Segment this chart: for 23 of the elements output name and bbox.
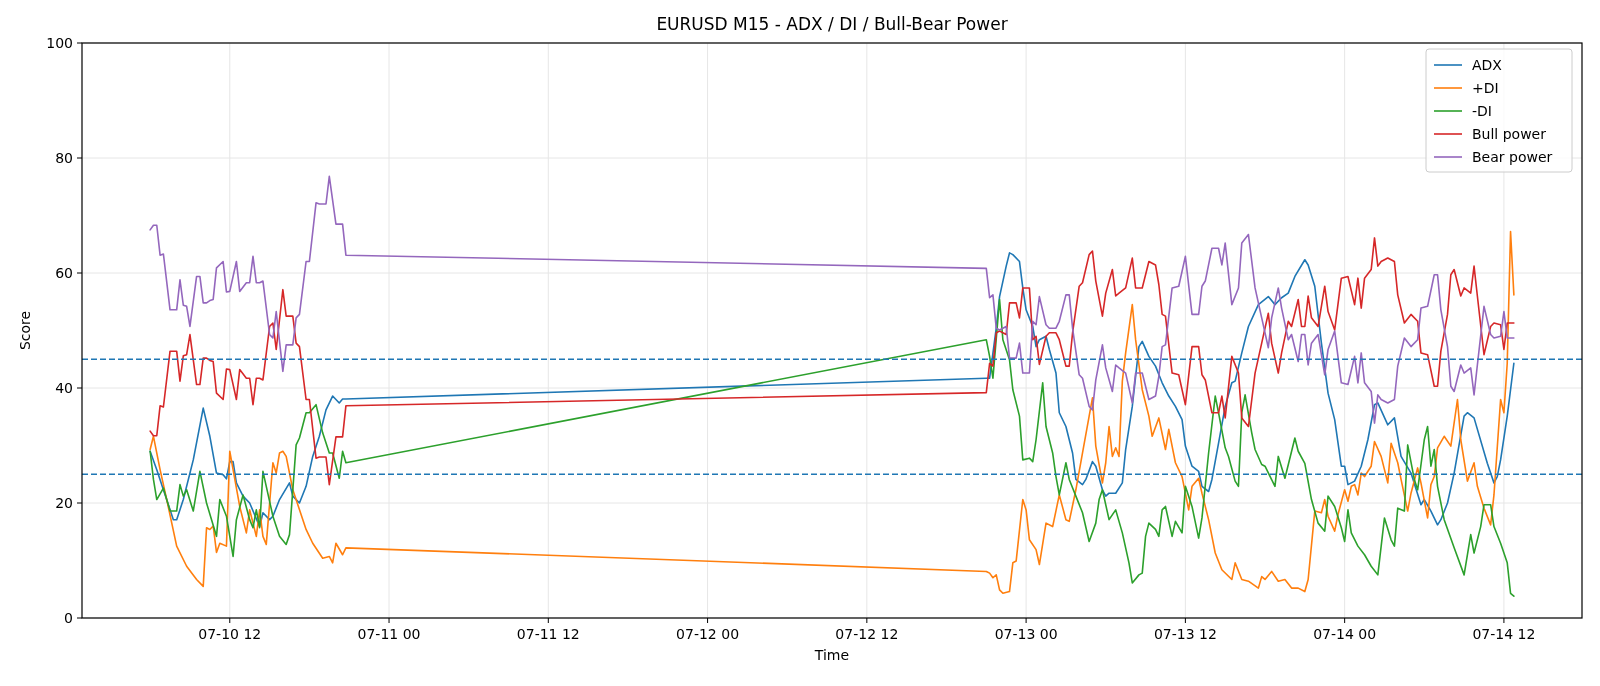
x-tick-label: 07-12 12 — [835, 626, 899, 642]
x-axis-title: Time — [813, 647, 850, 663]
legend-label: +DI — [1472, 80, 1499, 96]
x-tick-label: 07-13 12 — [1153, 626, 1217, 642]
x-tick-label: 07-14 00 — [1313, 626, 1377, 642]
y-tick-label: 0 — [64, 610, 73, 626]
legend-label: Bear power — [1472, 149, 1553, 165]
legend-label: Bull power — [1472, 126, 1547, 142]
x-tick-label: 07-10 12 — [198, 626, 262, 642]
y-tick-label: 40 — [55, 380, 73, 396]
y-tick-label: 80 — [55, 150, 73, 166]
y-tick-label: 100 — [46, 35, 73, 51]
x-tick-label: 07-11 00 — [357, 626, 421, 642]
x-tick-label: 07-14 12 — [1472, 626, 1536, 642]
legend-label: ADX — [1472, 57, 1503, 73]
chart-title: EURUSD M15 - ADX / DI / Bull-Bear Power — [656, 14, 1008, 34]
y-tick-label: 20 — [55, 495, 73, 511]
y-tick-label: 60 — [55, 265, 73, 281]
x-tick-label: 07-12 00 — [676, 626, 740, 642]
x-tick-label: 07-11 12 — [516, 626, 580, 642]
legend-label: -DI — [1472, 103, 1492, 119]
x-tick-label: 07-13 00 — [994, 626, 1058, 642]
y-axis-title: Score — [17, 310, 33, 351]
